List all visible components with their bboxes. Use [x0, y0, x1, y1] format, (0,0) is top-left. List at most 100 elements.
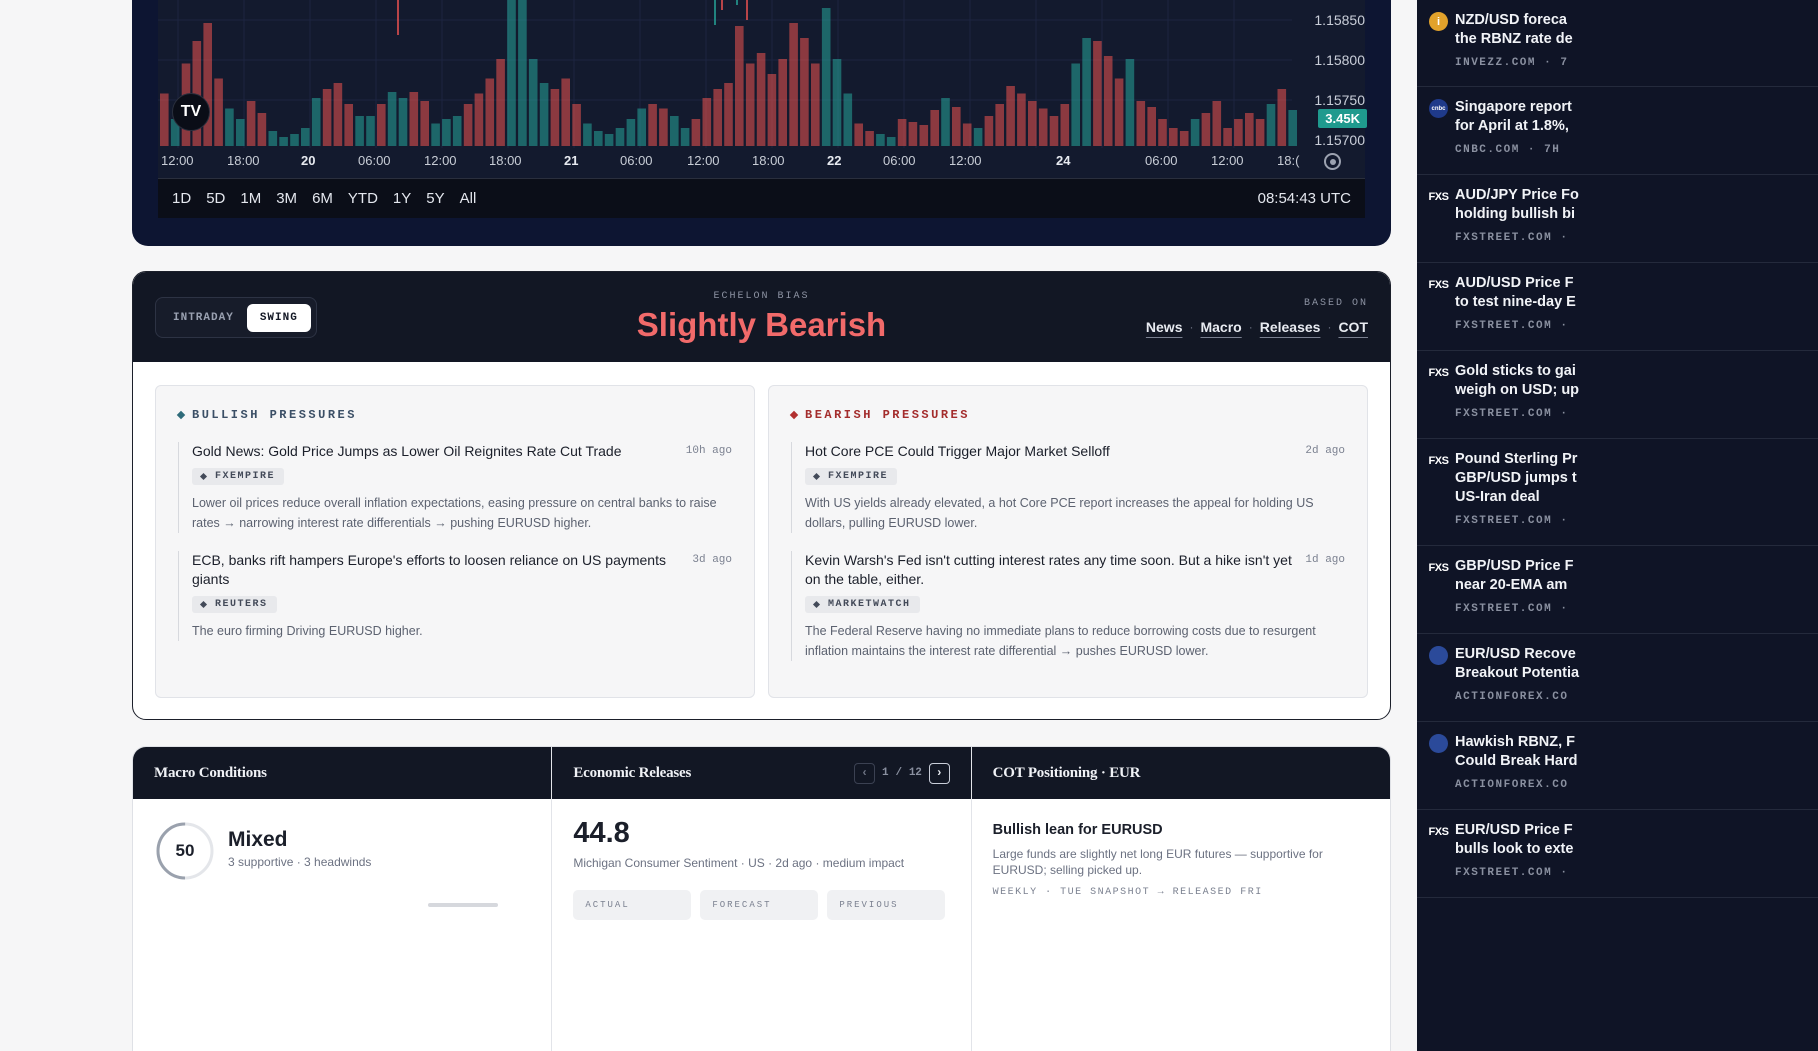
- based-on-cot-link[interactable]: COT: [1338, 319, 1368, 335]
- news-title[interactable]: Pound Sterling Pr GBP/USD jumps t US-Ira…: [1455, 451, 1578, 505]
- volume-bar: [1049, 116, 1059, 146]
- volume-bar: [691, 119, 701, 146]
- volume-bar: [897, 119, 907, 146]
- volume-bar: [1288, 110, 1297, 146]
- range-1d-button[interactable]: 1D: [172, 190, 192, 207]
- volume-bar: [214, 78, 223, 146]
- volume-bar: [572, 104, 581, 146]
- volume-bar: [452, 116, 462, 146]
- news-item[interactable]: FXS Pound Sterling Pr GBP/USD jumps t US-…: [1417, 439, 1818, 546]
- chart-settings-icon[interactable]: [1324, 153, 1341, 170]
- source-tag-label: FXEMPIRE: [215, 471, 276, 482]
- news-item[interactable]: FXS AUD/JPY Price Fo holding bullish bi FX…: [1417, 175, 1818, 263]
- range-5y-button[interactable]: 5Y: [426, 190, 445, 207]
- pressure-item[interactable]: Gold News: Gold Price Jumps as Lower Oil…: [178, 442, 732, 533]
- news-item[interactable]: EUR/USD Recove Breakout Potentia ACTIONFO…: [1417, 634, 1818, 722]
- volume-bar: [604, 134, 614, 146]
- news-title[interactable]: AUD/JPY Price Fo holding bullish bi: [1455, 187, 1579, 222]
- tradingview-logo[interactable]: TV: [172, 93, 210, 131]
- based-on-macro-link[interactable]: Macro: [1200, 319, 1242, 335]
- volume-bar: [290, 134, 299, 146]
- intraday-toggle-button[interactable]: INTRADAY: [173, 311, 234, 324]
- volume-bar: [941, 98, 950, 146]
- range-5d-button[interactable]: 5D: [206, 190, 226, 207]
- news-source: FXSTREET.COM ·: [1455, 320, 1569, 332]
- volume-bar: [821, 8, 831, 146]
- volume-bar: [1212, 101, 1222, 146]
- news-item[interactable]: i NZD/USD foreca the RBNZ rate de INVEZZ.C…: [1417, 0, 1818, 87]
- news-item[interactable]: cnbc Singapore report for April at 1.8%, C…: [1417, 87, 1818, 175]
- chevron-right-icon[interactable]: ›: [928, 762, 950, 784]
- news-item[interactable]: Hawkish RBNZ, F Could Break Hard ACTIONFO…: [1417, 722, 1818, 810]
- chevron-left-icon[interactable]: ‹: [854, 762, 876, 784]
- fxs-icon: FXS: [1428, 454, 1449, 467]
- volume-bar: [756, 53, 766, 146]
- news-item[interactable]: FXS GBP/USD Price F near 20-EMA am FXSTREE…: [1417, 546, 1818, 634]
- release-meta: Michigan Consumer Sentiment · US · 2d ag…: [573, 856, 905, 870]
- cnbc-icon: cnbc: [1429, 99, 1448, 118]
- time-axis-label: 06:00: [1145, 153, 1178, 168]
- volume-bar: [865, 131, 874, 146]
- time-axis-label: 12:00: [161, 153, 194, 168]
- volume-bar: [420, 101, 429, 146]
- news-title[interactable]: Gold sticks to gai weigh on USD; up: [1455, 363, 1580, 398]
- range-6m-button[interactable]: 6M: [312, 190, 333, 207]
- volume-bar: [962, 123, 972, 146]
- volume-bar: [1093, 41, 1102, 146]
- pressure-item-title[interactable]: Gold News: Gold Price Jumps as Lower Oil…: [192, 443, 622, 459]
- volume-bar: [1266, 104, 1276, 146]
- volume-bar: [995, 104, 1004, 146]
- volume-bar: [1060, 104, 1070, 146]
- range-all-button[interactable]: All: [459, 190, 477, 207]
- bottom-cards: Macro Conditions 50 Mixed 3 supportive ·…: [132, 746, 1391, 1051]
- news-item[interactable]: FXS AUD/USD Price F to test nine-day E FXS…: [1417, 263, 1818, 351]
- pressure-item-time: 10h ago: [685, 445, 732, 457]
- pressure-item-title[interactable]: Hot Core PCE Could Trigger Major Market …: [805, 443, 1110, 459]
- time-axis-label: 12:00: [687, 153, 720, 168]
- volume-bar: [398, 98, 408, 146]
- volume-badge: 3.45K: [1318, 109, 1367, 128]
- macro-conditions-header: Macro Conditions: [133, 747, 552, 799]
- time-axis: 12:00 18:00 20 06:00 12:00 18:00 21 06:00 12:00 1…: [158, 153, 1780, 173]
- volume-bar: [550, 89, 560, 146]
- volume-bar: [1125, 59, 1135, 146]
- pressure-item[interactable]: ECB, banks rift hampers Europe's efforts…: [178, 551, 732, 641]
- range-ytd-button[interactable]: YTD: [347, 190, 378, 207]
- news-title[interactable]: GBP/USD Price F near 20-EMA am: [1455, 558, 1574, 593]
- actionforex-icon: [1429, 734, 1448, 753]
- news-title[interactable]: Hawkish RBNZ, F Could Break Hard: [1455, 734, 1578, 769]
- based-on-news-link[interactable]: News: [1145, 319, 1183, 335]
- volume-bar: [170, 119, 180, 146]
- news-item[interactable]: FXS Gold sticks to gai weigh on USD; up FX…: [1417, 351, 1818, 439]
- volume-bar: [1028, 101, 1037, 146]
- range-3m-button[interactable]: 3M: [276, 190, 298, 207]
- release-previous-box: PREVIOUS: [827, 890, 946, 920]
- pressure-item[interactable]: Hot Core PCE Could Trigger Major Market …: [791, 442, 1345, 533]
- pressure-item-title[interactable]: ECB, banks rift hampers Europe's efforts…: [192, 552, 666, 587]
- separator-dot: ·: [1327, 320, 1332, 334]
- volume-bar: [279, 137, 288, 146]
- news-title[interactable]: AUD/USD Price F to test nine-day E: [1455, 275, 1576, 310]
- news-title[interactable]: EUR/USD Recove Breakout Potentia: [1455, 646, 1580, 681]
- news-title[interactable]: EUR/USD Price F bulls look to exte: [1455, 822, 1574, 857]
- volume-chart[interactable]: [132, 0, 1391, 246]
- volume-bar: [952, 107, 961, 146]
- volume-bar: [1234, 119, 1243, 146]
- swing-toggle-button[interactable]: SWING: [246, 303, 311, 332]
- volume-bar: [203, 23, 212, 146]
- range-1m-button[interactable]: 1M: [240, 190, 262, 207]
- based-on-releases-link[interactable]: Releases: [1259, 319, 1321, 335]
- news-item[interactable]: FXS EUR/USD Price F bulls look to exte FXS…: [1417, 810, 1818, 898]
- time-axis-label: 12:00: [949, 153, 982, 168]
- bearish-pressures-title: BEARISH PRESSURES: [789, 408, 1345, 422]
- time-axis-label: 22: [827, 153, 842, 168]
- news-source: FXSTREET.COM ·: [1455, 867, 1569, 879]
- news-title[interactable]: Singapore report for April at 1.8%,: [1455, 99, 1572, 134]
- source-tag: MARKETWATCH: [805, 596, 920, 613]
- pressure-item[interactable]: Kevin Warsh's Fed isn't cutting interest…: [791, 551, 1345, 661]
- news-title[interactable]: NZD/USD foreca the RBNZ rate de: [1455, 12, 1573, 47]
- price-axis-label: 1.15750: [1314, 92, 1365, 108]
- pressure-item-title[interactable]: Kevin Warsh's Fed isn't cutting interest…: [805, 552, 1292, 587]
- range-1y-button[interactable]: 1Y: [392, 190, 412, 207]
- economic-releases-title: Economic Releases: [573, 764, 692, 781]
